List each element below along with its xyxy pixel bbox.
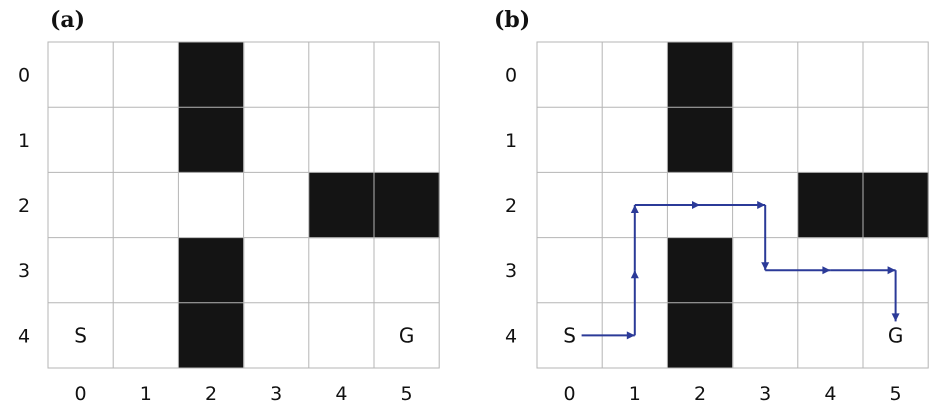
path-arrowhead bbox=[692, 201, 700, 209]
grid-border bbox=[536, 41, 929, 369]
wall-cell bbox=[178, 42, 245, 108]
wall-cell bbox=[178, 107, 245, 173]
path-arrowhead bbox=[626, 331, 635, 340]
row-label: 3 bbox=[18, 260, 30, 282]
column-label: 2 bbox=[205, 383, 217, 405]
column-label: 5 bbox=[890, 383, 902, 405]
start-marker: S bbox=[563, 323, 576, 347]
path-arrowhead bbox=[757, 201, 766, 209]
wall-cell bbox=[308, 172, 375, 239]
row-label: 4 bbox=[505, 325, 517, 347]
row-label: 4 bbox=[18, 325, 30, 347]
panel-a: (a) 0 1 2 3 4 0 1 2 3 4 5 S G bbox=[18, 7, 440, 405]
row-label: 1 bbox=[505, 130, 517, 152]
wall-cell bbox=[863, 172, 929, 239]
path-arrowhead bbox=[630, 205, 639, 213]
wall-cell bbox=[667, 42, 734, 108]
wall-cell bbox=[667, 237, 734, 304]
grid-border bbox=[47, 41, 440, 369]
path-arrowhead bbox=[761, 262, 770, 271]
wall-cell bbox=[178, 237, 245, 304]
column-label: 1 bbox=[629, 383, 641, 405]
panel-b-label: (b) bbox=[494, 7, 530, 33]
row-label: 2 bbox=[18, 195, 30, 217]
row-label: 1 bbox=[18, 130, 30, 152]
goal-marker: G bbox=[888, 323, 904, 347]
path-arrowhead bbox=[891, 313, 900, 322]
row-label: 2 bbox=[505, 195, 517, 217]
column-label: 2 bbox=[694, 383, 706, 405]
column-label: 5 bbox=[401, 383, 413, 405]
wall-cell bbox=[178, 302, 245, 369]
start-marker: S bbox=[74, 323, 87, 347]
column-label: 3 bbox=[270, 383, 282, 405]
row-label: 0 bbox=[18, 65, 30, 87]
wall-cell bbox=[374, 172, 440, 239]
column-label: 1 bbox=[140, 383, 152, 405]
column-label: 3 bbox=[759, 383, 771, 405]
path-arrowhead bbox=[887, 266, 896, 275]
wall-cell bbox=[667, 107, 734, 173]
path-arrowhead bbox=[822, 266, 831, 275]
column-label: 0 bbox=[564, 383, 576, 405]
panel-b: (b) 0 1 2 3 4 0 1 2 3 4 5 S G bbox=[494, 7, 929, 405]
column-label: 4 bbox=[824, 383, 836, 405]
wall-cell bbox=[667, 302, 734, 369]
row-label: 3 bbox=[505, 260, 517, 282]
goal-marker: G bbox=[399, 323, 415, 347]
wall-cell bbox=[797, 172, 864, 239]
row-label: 0 bbox=[505, 65, 517, 87]
column-label: 4 bbox=[335, 383, 347, 405]
panel-a-label: (a) bbox=[50, 7, 85, 33]
column-label: 0 bbox=[75, 383, 87, 405]
path-arrowhead bbox=[630, 270, 639, 279]
